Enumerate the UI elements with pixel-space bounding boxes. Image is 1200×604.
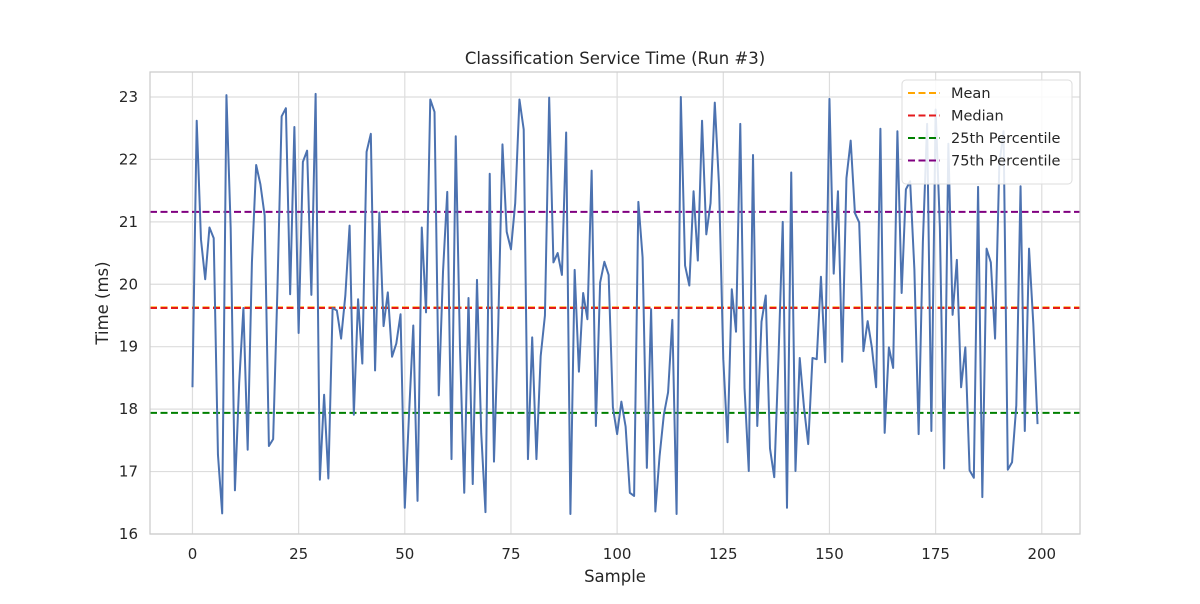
y-tick-label: 20: [119, 275, 138, 293]
x-tick-label: 75: [501, 545, 520, 563]
legend-label: 75th Percentile: [951, 154, 1061, 170]
legend-box: [901, 79, 1073, 185]
x-tick-label: 175: [921, 545, 950, 563]
y-tick-label: 19: [119, 338, 138, 356]
y-tick-label: 16: [119, 525, 138, 543]
series-layer: [191, 92, 1039, 516]
x-tick-label: 50: [395, 545, 414, 563]
x-tick-label: 150: [815, 545, 844, 563]
legend-label: Median: [951, 109, 1004, 125]
legend-label: Mean: [951, 86, 991, 102]
y-tick-label: 23: [119, 88, 138, 106]
x-tick-label: 125: [709, 545, 738, 563]
x-tick-labels: 0 25 50 75 100 125 150 175 200: [188, 545, 1056, 563]
plot-frame: [149, 71, 1081, 535]
y-tick-label: 18: [119, 400, 138, 418]
x-tick-label: 0: [188, 545, 198, 563]
x-tick-label: 100: [603, 545, 632, 563]
legend: Mean Median 25th Percentile 75th Percentile: [901, 79, 1073, 185]
y-tick-label: 21: [119, 213, 138, 231]
y-tick-label: 22: [119, 150, 138, 168]
x-tick-label: 25: [289, 545, 308, 563]
reference-lines: [150, 210, 1080, 414]
x-tick-label: 200: [1027, 545, 1056, 563]
y-axis-label: Time (ms): [93, 261, 112, 345]
y-tick-label: 17: [119, 463, 138, 481]
chart-title: Classification Service Time (Run #3): [465, 49, 765, 68]
legend-label: 25th Percentile: [951, 131, 1061, 147]
y-tick-labels: 16 17 18 19 20 21 22 23: [119, 88, 138, 543]
x-axis-label: Sample: [584, 567, 646, 586]
series-line: [191, 92, 1039, 516]
